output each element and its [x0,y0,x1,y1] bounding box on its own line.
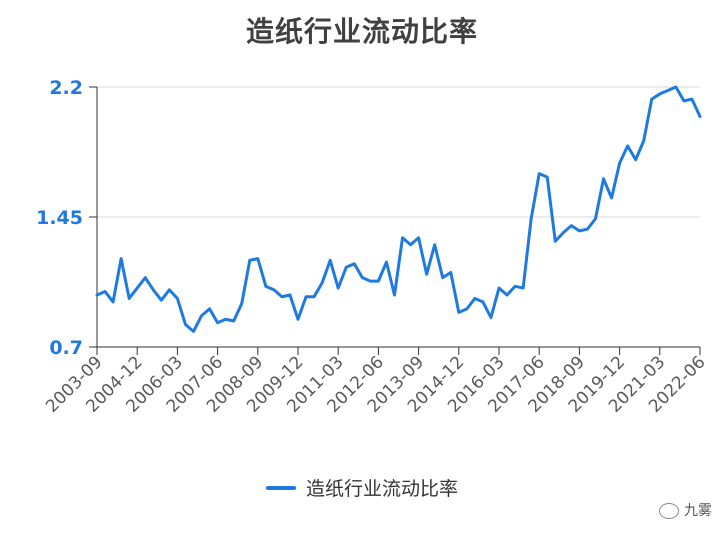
series-line [95,85,702,333]
legend: 造纸行业流动比率 [0,474,724,501]
line-chart: 0.71.452.22003-092004-122006-032007-0620… [36,77,709,417]
legend-label: 造纸行业流动比率 [305,478,458,500]
y-tick-label: 0.7 [49,337,83,359]
chart-title: 造纸行业流动比率 [245,15,478,48]
watermark: 九雾 [659,500,712,520]
y-tick-label: 1.45 [36,207,83,229]
chat-bubble-icon [659,503,679,519]
y-tick-label: 2.2 [49,77,83,99]
watermark-label: 九雾 [684,503,712,519]
legend-swatch [265,485,296,490]
